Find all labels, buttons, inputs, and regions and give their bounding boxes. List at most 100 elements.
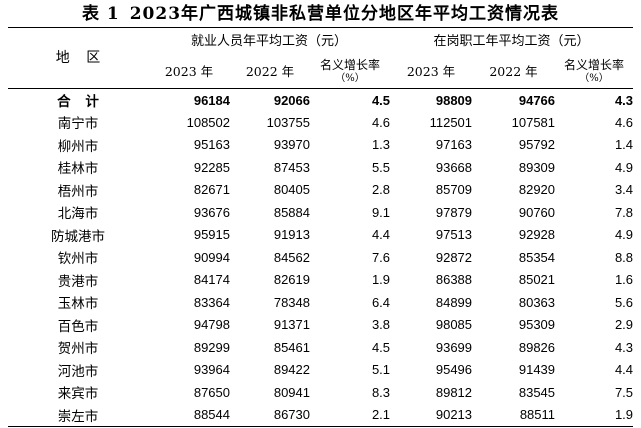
cell-emp-2022: 85461 [273, 339, 310, 355]
table-container: 地 区 就业人员年平均工资（元） 在岗职工年平均工资（元） 2023 年 202… [0, 27, 641, 427]
cell-staff-growth: 4.6 [614, 114, 634, 130]
table-row: 桂林市 92285 87453 5.5 93668 89309 4.9 [8, 156, 633, 179]
cell-emp-2022: 80941 [273, 384, 310, 400]
table-row: 河池市 93964 89422 5.1 95496 91439 4.4 [8, 359, 633, 382]
cell-emp-growth: 1.9 [371, 272, 391, 288]
cell-emp-growth: 1.3 [371, 137, 391, 153]
cell-emp-2022: 87453 [273, 159, 310, 175]
cell-staff-2022: 89309 [518, 159, 556, 175]
table-row: 贺州市 89299 85461 4.5 93699 89826 4.3 [8, 336, 633, 359]
wage-table: 地 区 就业人员年平均工资（元） 在岗职工年平均工资（元） 2023 年 202… [8, 27, 634, 427]
column-header-emp-growth-unit: （%） [335, 72, 365, 84]
cell-staff-growth: 1.6 [614, 272, 634, 288]
cell-emp-growth: 5.5 [371, 159, 391, 175]
cell-emp-2023: 96184 [193, 92, 230, 108]
cell-emp-2023: 92285 [193, 159, 230, 175]
cell-emp-growth: 2.1 [371, 407, 391, 422]
cell-staff-2022: 85021 [518, 272, 556, 288]
table-row: 梧州市 82671 80405 2.8 85709 82920 3.4 [8, 179, 633, 202]
cell-staff-2022: 85354 [518, 249, 556, 265]
column-header-staff-2022-label: 2022 年 [489, 63, 538, 79]
cell-emp-growth: 3.8 [371, 317, 391, 333]
cell-staff-2023: 84899 [435, 294, 473, 310]
page-title: 表 1 2023年广西城镇非私营单位分地区年平均工资情况表 [0, 0, 641, 27]
cell-emp-2022: 89422 [273, 362, 310, 378]
cell-staff-2022: 107581 [511, 114, 556, 130]
cell-staff-2023: 95496 [435, 362, 473, 378]
cell-emp-2022: 91371 [273, 317, 310, 333]
cell-emp-growth: 6.4 [371, 294, 391, 310]
cell-emp-2023: 90994 [193, 249, 230, 265]
table-header: 地 区 就业人员年平均工资（元） 在岗职工年平均工资（元） 2023 年 202… [8, 27, 634, 89]
cell-region: 梧州市 [57, 183, 99, 200]
cell-emp-2023: 93964 [193, 362, 230, 378]
cell-staff-growth: 4.4 [614, 362, 634, 378]
column-header-emp-2022: 2022 年 [230, 55, 310, 89]
cell-emp-growth: 4.6 [371, 114, 391, 130]
table-number: 表 1 [81, 4, 120, 24]
cell-emp-2022: 80405 [273, 182, 310, 198]
cell-staff-2023: 112501 [429, 114, 473, 130]
cell-staff-2022: 95309 [518, 317, 556, 333]
cell-emp-2022: 103755 [266, 114, 310, 130]
header-group-row: 地 区 就业人员年平均工资（元） 在岗职工年平均工资（元） [8, 27, 634, 65]
cell-emp-2023: 94798 [193, 317, 230, 333]
cell-staff-2022: 88511 [519, 407, 556, 422]
column-header-emp-2022-label: 2022 年 [245, 63, 295, 79]
table-row: 贵港市 84174 82619 1.9 86388 85021 1.6 [8, 269, 633, 292]
table-title-text: 2023年广西城镇非私营单位分地区年平均工资情况表 [129, 4, 560, 24]
cell-staff-2022: 89826 [518, 339, 556, 355]
column-header-emp-2023-label: 2023 年 [164, 63, 214, 79]
cell-staff-2023: 92872 [435, 249, 473, 265]
cell-emp-2023: 84174 [193, 272, 230, 288]
cell-staff-2023: 97163 [435, 137, 473, 153]
column-header-emp-growth: 名义增长率 （%） [310, 55, 390, 89]
table-row: 柳州市 95163 93970 1.3 97163 95792 1.4 [8, 134, 633, 157]
cell-staff-2023: 86388 [435, 272, 473, 288]
cell-emp-2022: 91913 [273, 227, 310, 243]
cell-staff-growth: 3.4 [614, 182, 634, 198]
cell-emp-2023: 87650 [193, 384, 230, 400]
cell-staff-2023: 93699 [435, 339, 473, 355]
cell-emp-2023: 88544 [193, 407, 230, 422]
cell-emp-growth: 4.5 [371, 92, 391, 108]
cell-emp-2023: 95163 [193, 137, 230, 153]
cell-emp-growth: 8.3 [371, 384, 391, 400]
cell-staff-2023: 97513 [435, 227, 473, 243]
cell-emp-growth: 2.8 [371, 182, 391, 198]
cell-staff-growth: 1.4 [614, 137, 634, 153]
table-row: 来宾市 87650 80941 8.3 89812 83545 7.5 [8, 381, 633, 404]
cell-staff-2023: 89812 [435, 384, 473, 400]
column-header-emp-2023: 2023 年 [148, 55, 230, 89]
cell-staff-2023: 93668 [435, 159, 473, 175]
cell-staff-2022: 90760 [518, 204, 556, 220]
cell-staff-2022: 83545 [518, 384, 556, 400]
cell-region: 百色市 [57, 318, 99, 335]
cell-staff-2022: 91439 [518, 362, 556, 378]
cell-region: 防城港市 [51, 228, 105, 245]
table-row: 南宁市 108502 103755 4.6 112501 107581 4.6 [8, 111, 633, 134]
header-sub-row: 2023 年 2022 年 名义增长率 （%） 2023 年 2022 年 [8, 55, 634, 89]
column-header-staff-growth: 名义增长率 （%） [555, 55, 633, 89]
cell-staff-growth: 5.6 [614, 294, 634, 310]
cell-region: 玉林市 [57, 296, 99, 313]
cell-staff-2023: 98809 [435, 92, 473, 108]
cell-emp-growth: 4.4 [371, 227, 391, 243]
table-body: 合 计 96184 92066 4.5 98809 94766 4.3 南宁市 108502 10… [8, 89, 634, 426]
table-row: 防城港市 95915 91913 4.4 97513 92928 4.9 [8, 224, 633, 247]
cell-staff-2023: 97879 [435, 204, 473, 220]
cell-staff-growth: 8.8 [614, 249, 634, 265]
cell-region: 河池市 [57, 363, 99, 380]
cell-staff-growth: 4.3 [614, 92, 634, 108]
cell-emp-growth: 7.6 [371, 249, 391, 265]
cell-staff-growth: 7.5 [614, 384, 634, 400]
table-row: 合 计 96184 92066 4.5 98809 94766 4.3 [8, 89, 633, 112]
column-header-staff-2022: 2022 年 [472, 55, 555, 89]
cell-region: 桂林市 [57, 161, 99, 178]
cell-emp-2023: 108502 [186, 114, 230, 130]
cell-staff-growth: 4.9 [614, 227, 634, 243]
column-group-header-onpost: 在岗职工年平均工资（元） [433, 34, 590, 49]
cell-region: 南宁市 [57, 116, 99, 133]
cell-emp-2022: 82619 [273, 272, 310, 288]
